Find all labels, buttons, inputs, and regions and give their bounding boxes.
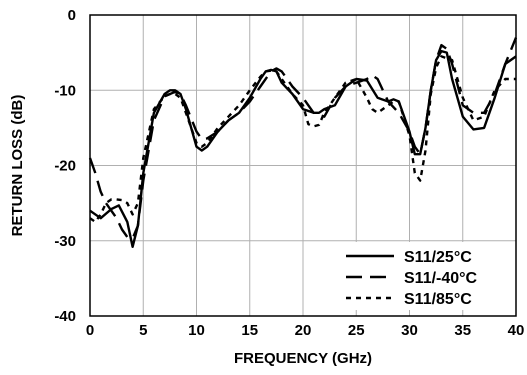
x-tick-label-4: 20 — [295, 322, 312, 339]
x-tick-label-1: 5 — [139, 322, 147, 339]
series-lines — [88, 37, 518, 248]
x-tick-label-8: 40 — [508, 322, 525, 339]
x-tick-label-6: 30 — [401, 322, 418, 339]
y-tick-label-0: 0 — [68, 7, 76, 24]
x-tick-label-7: 35 — [454, 322, 471, 339]
x-tick-label-2: 10 — [188, 322, 205, 339]
y-tick-label-3: -30 — [54, 233, 76, 250]
legend: S11/25°C S11/-40°C S11/85°C — [346, 249, 478, 308]
y-tick-label-2: -20 — [54, 158, 76, 175]
y-axis-title: RETURN LOSS (dB) — [9, 95, 26, 237]
plot-frame — [89, 14, 517, 317]
series-line-0 — [89, 49, 517, 248]
x-tick-labels: 0 5 10 15 20 25 30 35 40 — [86, 322, 525, 339]
series-line-2 — [89, 55, 516, 224]
y-tick-labels: 0 -10 -20 -30 -40 — [54, 7, 76, 325]
x-tick-label-0: 0 — [86, 322, 94, 339]
y-tick-label-1: -10 — [54, 82, 76, 99]
y-tick-label-4: -40 — [54, 308, 76, 325]
x-tick-label-3: 15 — [241, 322, 258, 339]
grid — [90, 15, 516, 316]
legend-label-2: S11/85°C — [404, 291, 472, 308]
x-axis-title: FREQUENCY (GHz) — [234, 350, 372, 367]
series-line-1 — [88, 37, 518, 240]
legend-label-0: S11/25°C — [404, 249, 472, 266]
legend-label-1: S11/-40°C — [404, 270, 478, 287]
x-tick-label-5: 25 — [348, 322, 365, 339]
